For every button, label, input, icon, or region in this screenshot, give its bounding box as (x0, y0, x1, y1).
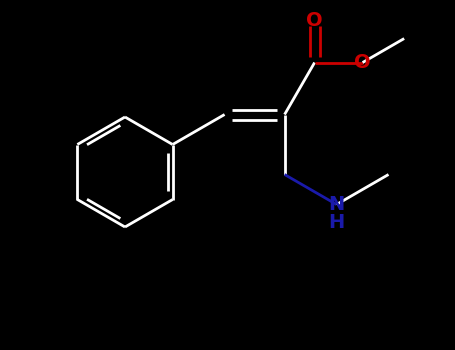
Text: O: O (306, 11, 323, 30)
Text: O: O (354, 53, 371, 72)
Text: H: H (329, 213, 345, 232)
Text: N: N (329, 195, 345, 214)
